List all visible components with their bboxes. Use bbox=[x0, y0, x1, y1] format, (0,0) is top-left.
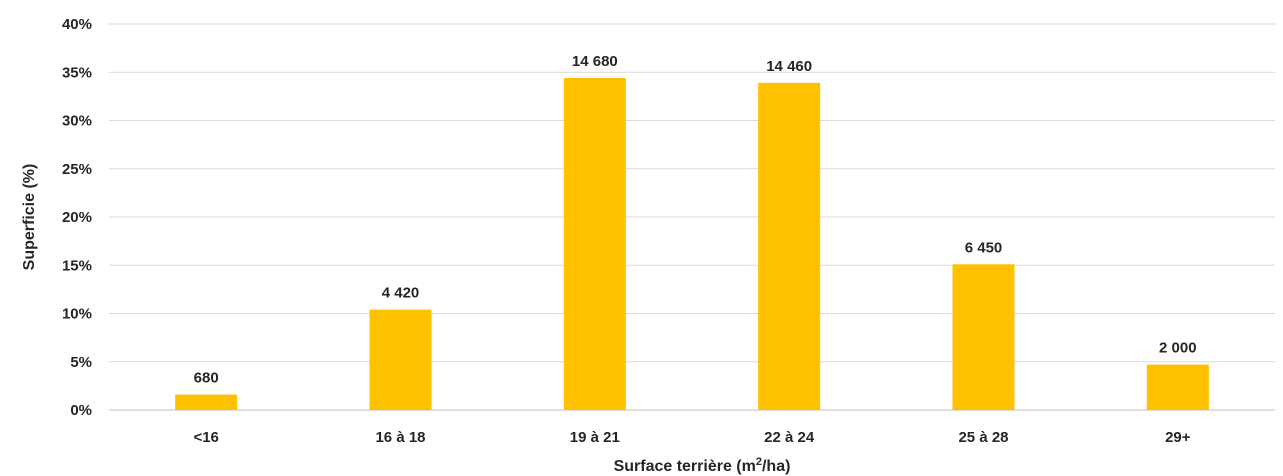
x-tick-label: 25 à 28 bbox=[958, 429, 1008, 446]
y-tick-label: 10% bbox=[62, 306, 92, 323]
y-tick-label: 15% bbox=[62, 257, 92, 274]
y-tick-label: 35% bbox=[62, 64, 92, 81]
x-tick-label: 16 à 18 bbox=[375, 429, 425, 446]
bar bbox=[1146, 364, 1209, 410]
bar bbox=[369, 309, 432, 410]
data-label: 2 000 bbox=[1159, 340, 1197, 357]
y-tick-label: 20% bbox=[62, 209, 92, 226]
y-tick-label: 0% bbox=[70, 402, 92, 419]
data-labels: 680 4 420 14 680 14 460 6 450 2 000 bbox=[194, 53, 1197, 387]
x-tick-label: <16 bbox=[193, 429, 218, 446]
bar bbox=[175, 394, 238, 410]
bar bbox=[758, 82, 821, 411]
y-tick-label: 5% bbox=[70, 354, 92, 371]
data-label: 14 680 bbox=[572, 53, 618, 70]
x-tick-label: 22 à 24 bbox=[764, 429, 815, 446]
data-label: 680 bbox=[194, 370, 219, 387]
x-axis-ticks: <16 16 à 18 19 à 21 22 à 24 25 à 28 29+ bbox=[193, 429, 1190, 446]
x-axis-title: Surface terrière (m2/ha) bbox=[614, 456, 791, 475]
bar bbox=[952, 264, 1015, 410]
data-label: 4 420 bbox=[382, 285, 420, 302]
x-tick-label: 29+ bbox=[1165, 429, 1191, 446]
y-tick-label: 25% bbox=[62, 161, 92, 178]
gridlines bbox=[109, 23, 1275, 411]
y-tick-label: 40% bbox=[62, 16, 92, 33]
bar bbox=[563, 78, 626, 410]
data-label: 6 450 bbox=[965, 239, 1003, 256]
x-tick-label: 19 à 21 bbox=[570, 429, 620, 446]
y-axis-title: Superficie (%) bbox=[21, 164, 38, 271]
y-tick-label: 30% bbox=[62, 113, 92, 130]
data-label: 14 460 bbox=[766, 58, 812, 75]
y-axis-ticks: 0% 5% 10% 15% 20% 25% 30% 35% 40% bbox=[62, 16, 92, 419]
bars bbox=[175, 78, 1209, 411]
